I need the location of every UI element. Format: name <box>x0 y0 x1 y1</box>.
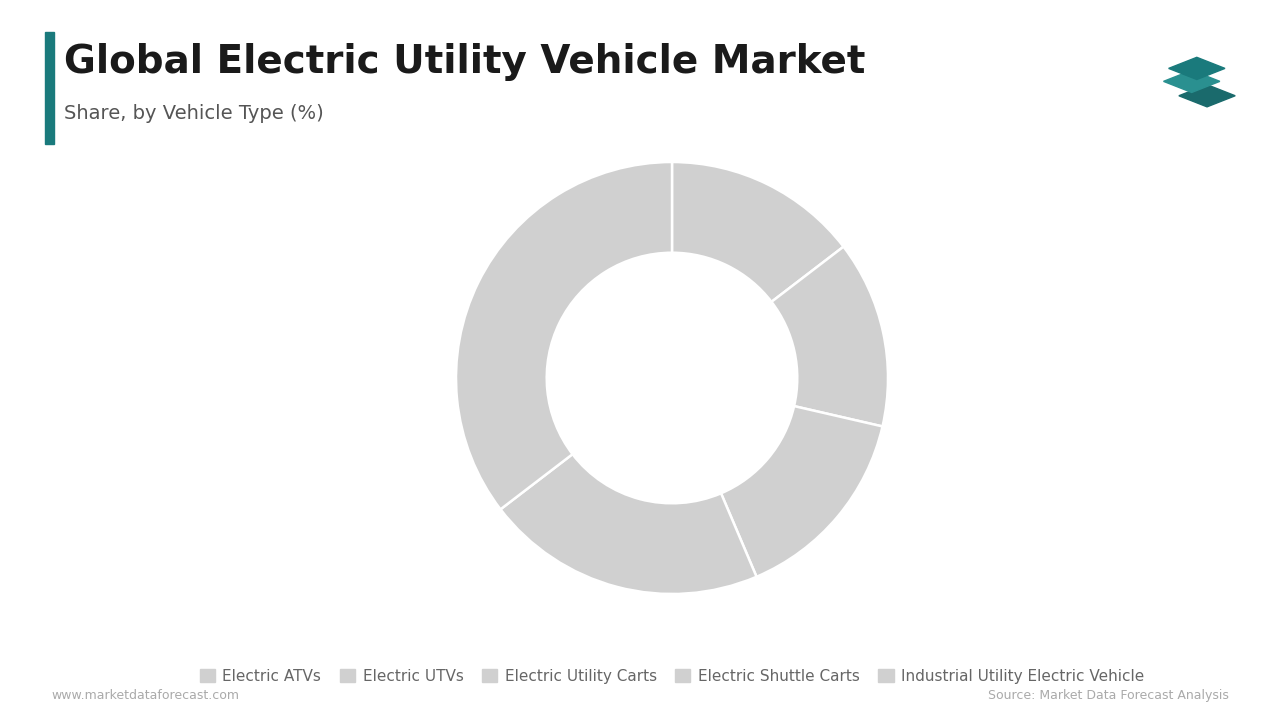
Wedge shape <box>500 454 756 594</box>
Text: Source: Market Data Forecast Analysis: Source: Market Data Forecast Analysis <box>988 689 1229 702</box>
Text: Share, by Vehicle Type (%): Share, by Vehicle Type (%) <box>64 104 324 123</box>
Wedge shape <box>772 247 888 426</box>
Text: Global Electric Utility Vehicle Market: Global Electric Utility Vehicle Market <box>64 43 865 81</box>
Wedge shape <box>456 162 672 509</box>
Legend: Electric ATVs, Electric UTVs, Electric Utility Carts, Electric Shuttle Carts, In: Electric ATVs, Electric UTVs, Electric U… <box>200 669 1144 683</box>
Text: www.marketdataforecast.com: www.marketdataforecast.com <box>51 689 239 702</box>
Wedge shape <box>721 406 882 577</box>
Wedge shape <box>672 162 844 302</box>
